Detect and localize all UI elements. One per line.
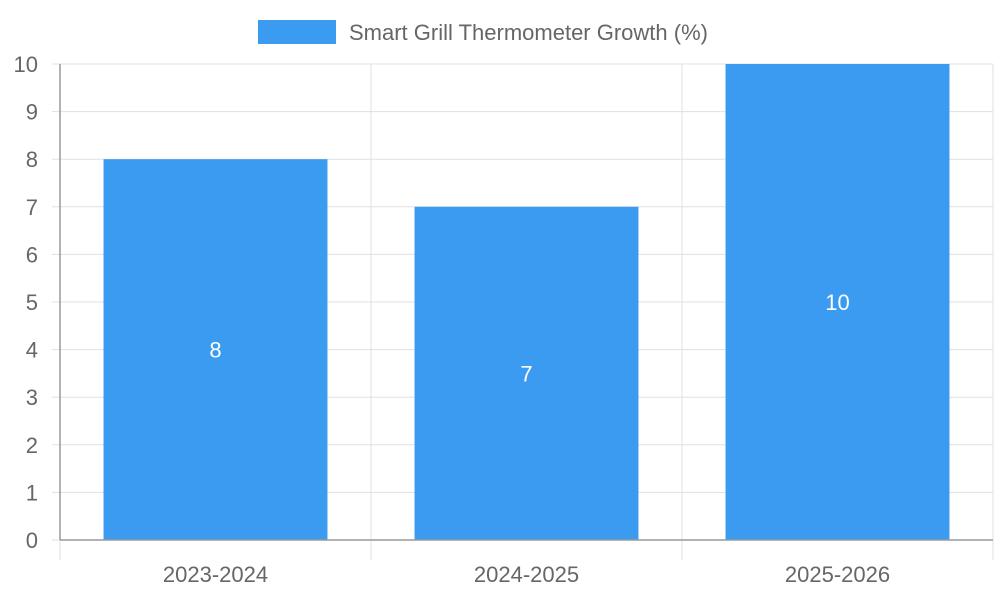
legend-swatch[interactable] xyxy=(258,20,336,44)
y-tick-label: 6 xyxy=(26,242,38,267)
bar-data-label: 10 xyxy=(825,290,849,315)
axes xyxy=(59,64,993,541)
y-tick-label: 3 xyxy=(26,385,38,410)
bar[interactable] xyxy=(414,206,639,541)
bar[interactable] xyxy=(725,64,950,540)
y-tick-label: 8 xyxy=(26,147,38,172)
legend-label[interactable]: Smart Grill Thermometer Growth (%) xyxy=(349,20,708,45)
y-tick-label: 9 xyxy=(26,100,38,125)
bar-data-label: 7 xyxy=(520,361,532,386)
bar-data-label: 8 xyxy=(209,338,221,363)
x-tick-label: 2023-2024 xyxy=(163,562,268,587)
y-tick-label: 0 xyxy=(26,528,38,553)
y-tick-label: 7 xyxy=(26,195,38,220)
data-labels: 8 7 10 xyxy=(209,290,849,386)
x-tick-labels: 2023-2024 2024-2025 2025-2026 xyxy=(163,562,890,587)
x-tick-label: 2024-2025 xyxy=(474,562,579,587)
legend[interactable]: Smart Grill Thermometer Growth (%) xyxy=(258,20,708,45)
y-tick-label: 1 xyxy=(26,480,38,505)
bars xyxy=(103,64,950,541)
y-tick-label: 4 xyxy=(26,338,38,363)
bar[interactable] xyxy=(103,159,328,540)
y-tick-labels: 0 1 2 3 4 5 6 7 8 9 10 xyxy=(14,52,38,553)
y-tick-label: 10 xyxy=(14,52,38,77)
y-tick-label: 2 xyxy=(26,433,38,458)
x-tick-label: 2025-2026 xyxy=(785,562,890,587)
y-tick-label: 5 xyxy=(26,290,38,315)
